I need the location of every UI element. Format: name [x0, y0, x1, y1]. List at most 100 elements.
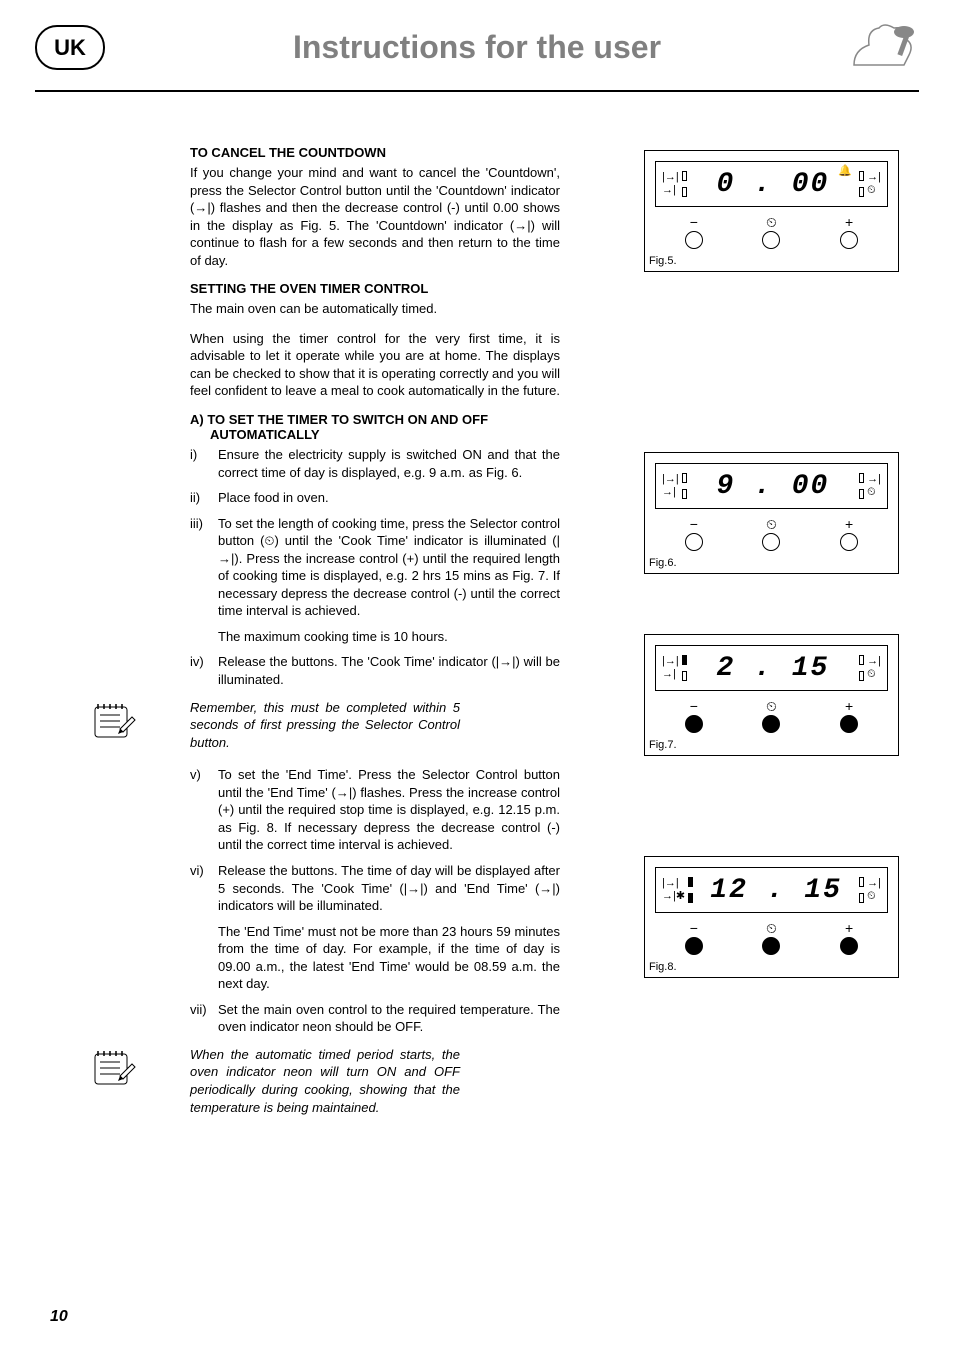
end-time-constraint: The 'End Time' must not be more than 23 …	[190, 923, 560, 993]
button-circle	[762, 533, 780, 551]
step-number: v)	[190, 766, 201, 784]
lcd-left-indicators: |→| →|	[662, 473, 687, 499]
step-text: Place food in oven.	[218, 490, 329, 505]
increase-button: +	[840, 517, 858, 551]
indicator-box	[688, 893, 693, 903]
oven-timer-text1: The main oven can be automatically timed…	[190, 300, 560, 318]
clock-icon: ⏲	[867, 487, 881, 498]
notepad-icon	[90, 1046, 140, 1091]
button-circle	[840, 533, 858, 551]
countdown-icon: →|	[867, 474, 881, 485]
minus-icon: −	[690, 517, 698, 531]
clock-icon: ⏲	[867, 185, 881, 196]
plus-icon: +	[845, 699, 853, 713]
step-v: v) To set the 'End Time'. Press the Sele…	[190, 766, 560, 854]
selector-icon: ⏲	[766, 517, 777, 531]
step-vii: vii) Set the main oven control to the re…	[190, 1001, 560, 1036]
selector-icon: ⏲	[766, 921, 777, 935]
note-text: When the automatic timed period starts, …	[190, 1046, 460, 1116]
cook-time-icon: |→|	[662, 172, 679, 183]
cook-time-icon: |→|	[662, 878, 685, 889]
button-circle	[840, 715, 858, 733]
indicator-box	[682, 671, 687, 681]
clock-icon: ⏲	[867, 891, 881, 902]
timer-figure: |→| →| 9 . 00 →| ⏲	[644, 452, 899, 574]
button-circle	[762, 937, 780, 955]
decrease-button: −	[685, 699, 703, 733]
step-text: Release the buttons. The 'Cook Time' ind…	[218, 654, 560, 687]
oven-timer-text2: When using the timer control for the ver…	[190, 330, 560, 400]
indicator-box	[859, 877, 864, 887]
section-a-heading: A) TO SET THE TIMER TO SWITCH ON AND OFF…	[190, 412, 560, 442]
timer-figure: |→| →|✱ 12 . 15 →| ⏲	[644, 856, 899, 978]
timer-figure: |→| →| 2 . 15 →| ⏲	[644, 634, 899, 756]
lcd-left-indicators: |→| →|✱	[662, 877, 693, 903]
button-row: − ⏲ +	[655, 921, 888, 955]
indicator-box	[682, 171, 687, 181]
lcd-display: |→| →|✱ 12 . 15 →| ⏲	[655, 867, 888, 913]
selector-icon: ⏲	[766, 699, 777, 713]
plus-icon: +	[845, 517, 853, 531]
step-number: vii)	[190, 1001, 207, 1019]
indicator-box	[682, 489, 687, 499]
plus-icon: +	[845, 921, 853, 935]
step-text: Ensure the electricity supply is switche…	[218, 447, 560, 480]
minus-icon: −	[690, 921, 698, 935]
increase-button: +	[840, 215, 858, 249]
clock-icon: ⏲	[867, 669, 881, 680]
end-time-icon: →|	[662, 185, 679, 196]
button-circle	[685, 231, 703, 249]
lcd-digits: 9 . 00	[717, 471, 830, 502]
oven-timer-heading: SETTING THE OVEN TIMER CONTROL	[190, 281, 560, 296]
timer-figure: 🔔 |→| →| 0 . 00 →| ⏲	[644, 150, 899, 272]
chef-spoon-icon	[849, 20, 919, 75]
indicator-box	[859, 187, 864, 197]
note-auto-timed: When the automatic timed period starts, …	[90, 1046, 460, 1116]
figure-label: Fig.6.	[649, 557, 677, 569]
lcd-right-indicators: →| ⏲	[859, 473, 881, 499]
step-number: ii)	[190, 489, 200, 507]
lcd-right-indicators: →| ⏲	[859, 655, 881, 681]
lcd-right-indicators: →| ⏲	[859, 877, 881, 903]
lcd-digits: 2 . 15	[717, 653, 830, 684]
lcd-digits: 0 . 00	[717, 169, 830, 200]
decrease-button: −	[685, 921, 703, 955]
max-cook-time-note: The maximum cooking time is 10 hours.	[190, 628, 560, 646]
note-text: Remember, this must be completed within …	[190, 699, 460, 752]
cancel-countdown-heading: TO CANCEL THE COUNTDOWN	[190, 145, 560, 160]
cancel-countdown-text: If you change your mind and want to canc…	[190, 164, 560, 269]
indicator-box	[859, 671, 864, 681]
lcd-digits: 12 . 15	[710, 875, 842, 906]
step-text: Set the main oven control to the require…	[218, 1002, 560, 1035]
page-number: 10	[50, 1308, 68, 1326]
step-number: vi)	[190, 862, 204, 880]
end-time-icon: →|	[662, 669, 679, 680]
figure-label: Fig.8.	[649, 961, 677, 973]
countdown-icon: →|	[867, 656, 881, 667]
button-row: − ⏲ +	[655, 699, 888, 733]
increase-button: +	[840, 699, 858, 733]
selector-button: ⏲	[762, 215, 780, 249]
lcd-right-indicators: →| ⏲	[859, 171, 881, 197]
bell-icon: 🔔	[838, 164, 852, 177]
step-iii: iii) To set the length of cooking time, …	[190, 515, 560, 620]
decrease-button: −	[685, 215, 703, 249]
decrease-button: −	[685, 517, 703, 551]
step-number: iii)	[190, 515, 203, 533]
minus-icon: −	[690, 215, 698, 229]
indicator-box	[859, 473, 864, 483]
step-number: i)	[190, 446, 197, 464]
indicator-box	[859, 171, 864, 181]
step-text: Release the buttons. The time of day wil…	[218, 863, 560, 913]
page-header: UK Instructions for the user	[0, 0, 954, 75]
button-circle	[762, 715, 780, 733]
selector-button: ⏲	[762, 517, 780, 551]
indicator-box	[682, 473, 687, 483]
plus-icon: +	[845, 215, 853, 229]
step-vi: vi) Release the buttons. The time of day…	[190, 862, 560, 915]
lcd-display: |→| →| 2 . 15 →| ⏲	[655, 645, 888, 691]
button-circle	[762, 231, 780, 249]
cook-time-icon: |→|	[662, 656, 679, 667]
countdown-icon: →|	[867, 878, 881, 889]
indicator-box	[682, 655, 687, 665]
